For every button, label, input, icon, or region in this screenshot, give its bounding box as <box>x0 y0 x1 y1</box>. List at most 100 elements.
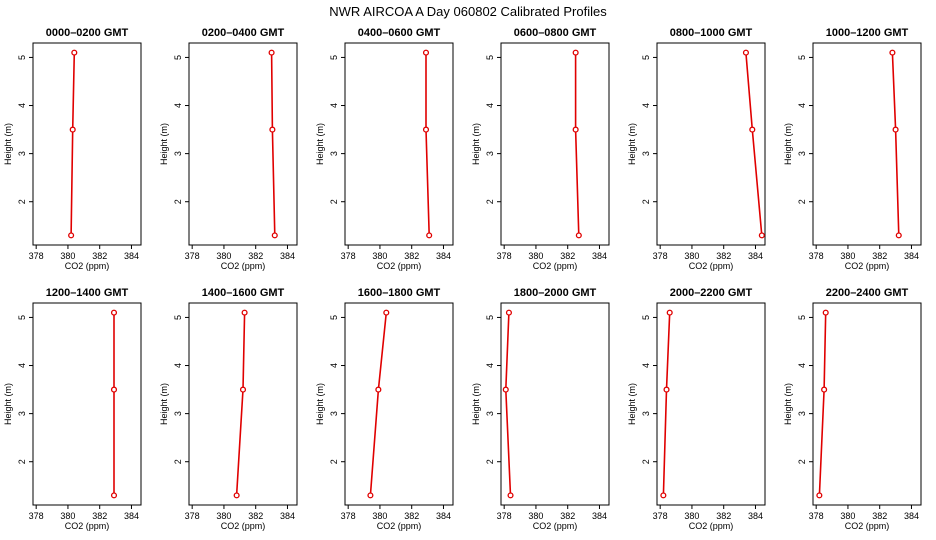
x-tick-label: 382 <box>872 251 887 261</box>
data-point <box>422 49 430 56</box>
x-tick-label: 382 <box>716 511 731 521</box>
x-tick-label: 380 <box>840 511 855 521</box>
data-point <box>383 309 390 316</box>
data-point <box>660 492 667 499</box>
y-tick-label: 3 <box>173 411 183 416</box>
y-tick-label: 3 <box>329 151 339 156</box>
x-tick-label: 382 <box>92 251 107 261</box>
y-tick-label: 5 <box>797 55 807 60</box>
data-point <box>822 309 829 316</box>
x-tick-label: 382 <box>92 511 107 521</box>
y-tick-label: 2 <box>329 199 339 204</box>
y-tick-label: 2 <box>797 459 807 464</box>
data-point <box>268 49 275 56</box>
y-tick-label: 4 <box>329 363 339 368</box>
profile-line <box>818 312 827 496</box>
y-tick-label: 4 <box>485 363 495 368</box>
x-tick-label: 380 <box>216 511 231 521</box>
y-tick-label: 2 <box>485 199 495 204</box>
plot-frame <box>344 302 454 506</box>
x-tick-label: 380 <box>60 251 75 261</box>
x-tick-label: 380 <box>840 251 855 261</box>
plot-frame <box>188 42 298 246</box>
y-tick-label: 2 <box>641 459 651 464</box>
profile-line <box>425 52 430 236</box>
profile-panel: 1400–1600 GMT 378 380 382 384 2 3 4 5 CO2 (ppm) He… <box>159 287 298 531</box>
profile-line <box>891 52 900 236</box>
data-point <box>758 232 765 239</box>
x-tick-label: 384 <box>592 511 607 521</box>
data-point <box>572 49 579 56</box>
y-tick-label: 3 <box>641 151 651 156</box>
y-axis-label: Height (m) <box>627 383 637 425</box>
plot-frame <box>812 42 922 246</box>
x-tick-label: 378 <box>341 251 356 261</box>
x-tick-label: 380 <box>60 511 75 521</box>
y-tick-label: 2 <box>641 199 651 204</box>
data-point <box>892 126 899 133</box>
data-point <box>821 386 828 393</box>
x-tick-label: 382 <box>560 511 575 521</box>
y-axis-label: Height (m) <box>3 383 13 425</box>
y-tick-label: 3 <box>797 411 807 416</box>
x-tick-label: 380 <box>684 251 699 261</box>
y-tick-label: 4 <box>17 103 27 108</box>
panel-title: 0400–0600 GMT <box>358 27 441 39</box>
y-tick-label: 3 <box>17 411 27 416</box>
data-point <box>889 49 896 56</box>
y-tick-label: 3 <box>641 411 651 416</box>
y-tick-label: 2 <box>17 199 27 204</box>
panel-grid: 0000–0200 GMT 378 380 382 384 2 3 4 5 CO2 (ppm) He… <box>3 27 922 531</box>
plot-frame <box>500 302 610 506</box>
x-axis-label: CO2 (ppm) <box>221 261 266 271</box>
x-tick-label: 384 <box>280 251 295 261</box>
profile-line <box>574 52 580 236</box>
plot-frame <box>812 302 922 506</box>
y-tick-label: 5 <box>797 315 807 320</box>
x-tick-label: 378 <box>653 511 668 521</box>
y-tick-label: 5 <box>485 55 495 60</box>
x-axis-label: CO2 (ppm) <box>377 261 422 271</box>
y-tick-label: 4 <box>329 103 339 108</box>
data-point <box>68 232 75 239</box>
data-point <box>422 126 430 133</box>
panel-title: 1200–1400 GMT <box>46 287 129 299</box>
panel-title: 2200–2400 GMT <box>826 287 909 299</box>
data-point <box>241 309 248 316</box>
panel-title: 1400–1600 GMT <box>202 287 285 299</box>
panel-title: 1600–1800 GMT <box>358 287 441 299</box>
plot-frame <box>32 302 142 506</box>
panel-title: 1000–1200 GMT <box>826 27 909 39</box>
data-point <box>375 386 382 393</box>
y-tick-label: 3 <box>485 411 495 416</box>
data-point <box>110 386 118 393</box>
profile-line <box>70 52 76 236</box>
x-axis-label: CO2 (ppm) <box>845 261 890 271</box>
profile-panel: 2200–2400 GMT 378 380 382 384 2 3 4 5 CO2 (ppm) He… <box>783 287 922 531</box>
profile-line <box>504 312 512 496</box>
x-axis-label: CO2 (ppm) <box>533 261 578 271</box>
y-tick-label: 3 <box>797 151 807 156</box>
y-tick-label: 4 <box>173 363 183 368</box>
data-point <box>505 309 512 316</box>
profile-panel: 1800–2000 GMT 378 380 382 384 2 3 4 5 CO2 (ppm) He… <box>471 287 610 531</box>
y-tick-label: 2 <box>329 459 339 464</box>
y-tick-label: 3 <box>173 151 183 156</box>
y-tick-label: 4 <box>797 103 807 108</box>
profile-panel: 0000–0200 GMT 378 380 382 384 2 3 4 5 CO2 (ppm) He… <box>3 27 142 271</box>
panel-title: 0800–1000 GMT <box>670 27 753 39</box>
data-point <box>110 309 118 316</box>
y-tick-label: 5 <box>485 315 495 320</box>
y-axis-label: Height (m) <box>471 123 481 165</box>
y-tick-label: 3 <box>329 411 339 416</box>
x-tick-label: 378 <box>185 511 200 521</box>
x-tick-label: 378 <box>185 251 200 261</box>
y-tick-label: 2 <box>797 199 807 204</box>
y-axis-label: Height (m) <box>315 383 325 425</box>
data-point <box>666 309 673 316</box>
data-point <box>502 386 509 393</box>
profile-line <box>369 312 388 496</box>
x-tick-label: 382 <box>404 251 419 261</box>
x-tick-label: 378 <box>29 511 44 521</box>
plot-frame <box>656 42 766 246</box>
